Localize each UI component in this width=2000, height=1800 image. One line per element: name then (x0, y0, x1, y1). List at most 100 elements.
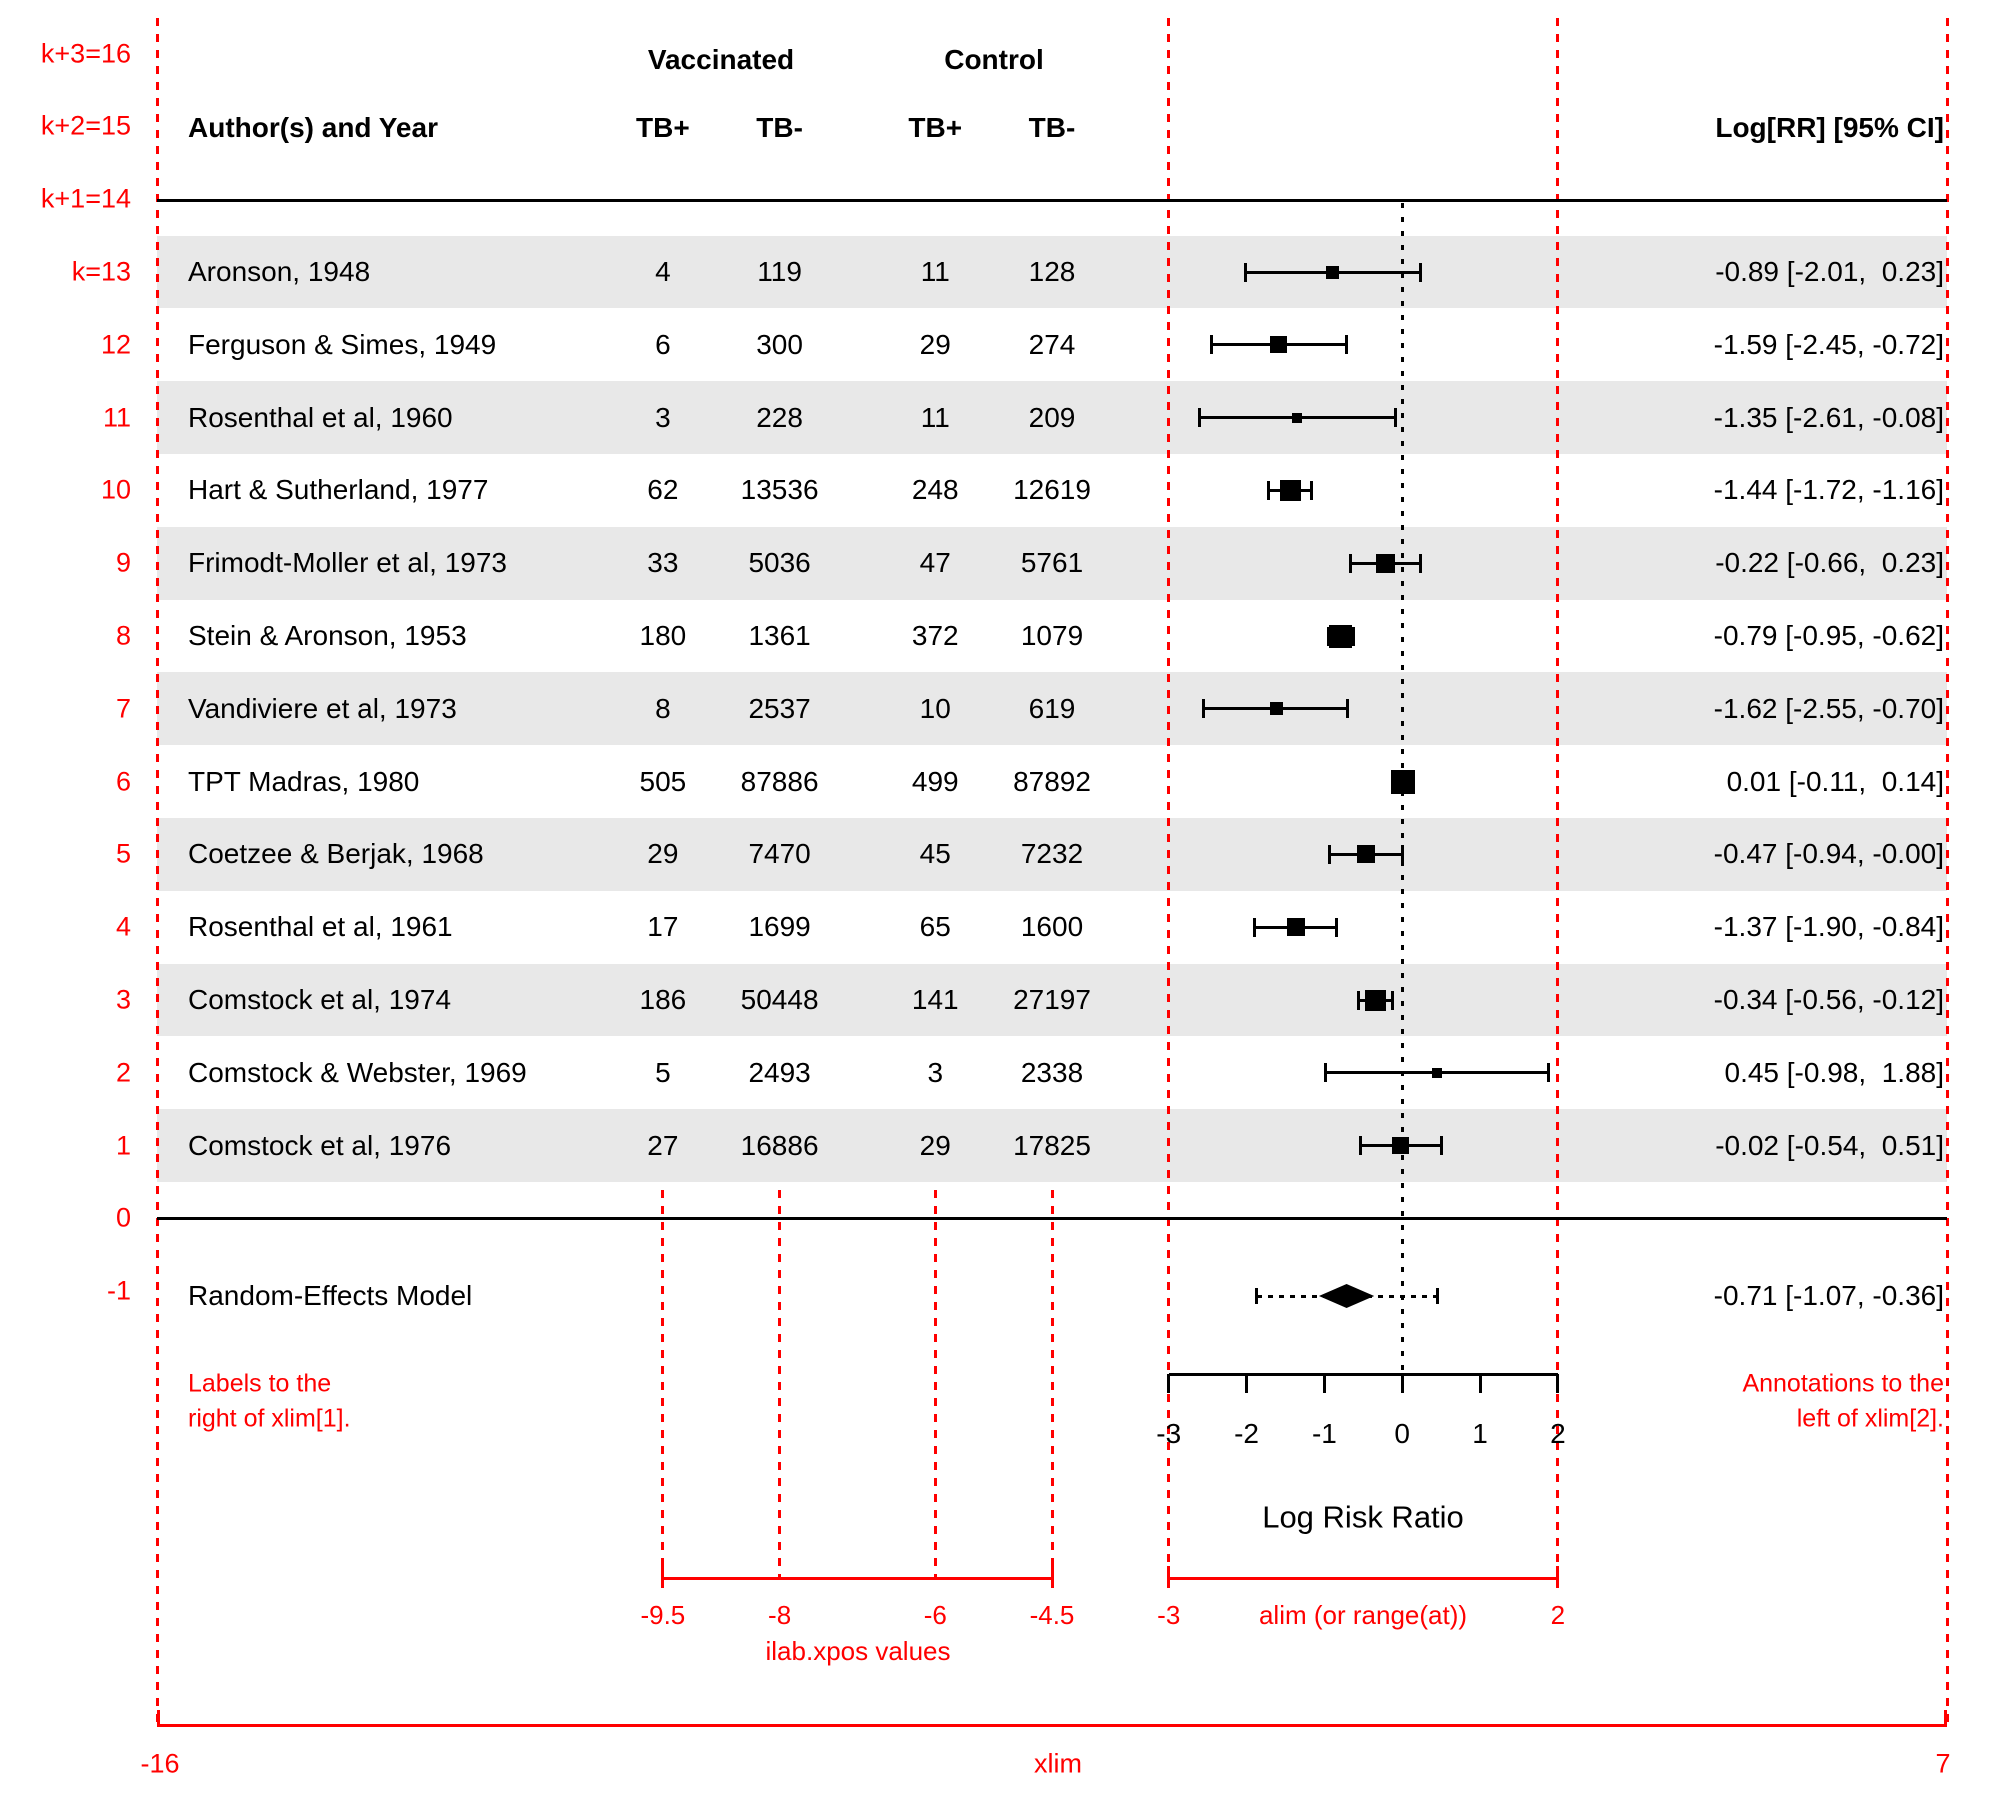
left-axis-label: 5 (115, 838, 131, 869)
x-axis-tick (1245, 1374, 1249, 1393)
count-column-header: TB+ (908, 112, 963, 143)
ci-cap-right (1394, 408, 1398, 428)
x-axis-tick (1322, 1374, 1326, 1393)
study-count: 11 (920, 401, 950, 433)
ilab-tick-label: -8 (768, 1600, 792, 1630)
note-right-line1: Annotations to the (1742, 1369, 1944, 1398)
note-left-line2: right of xlim[1]. (188, 1404, 351, 1433)
study-label: Rosenthal et al, 1961 (188, 911, 453, 943)
x-axis-tick (1478, 1374, 1482, 1393)
effect-square (1392, 1137, 1410, 1155)
x-axis-tick-label: 0 (1394, 1418, 1410, 1449)
guide-ilab-xpos (1050, 1190, 1054, 1578)
study-count: 11 (920, 256, 950, 287)
left-axis-label: 4 (115, 911, 131, 942)
ci-cap-left (1266, 480, 1270, 500)
effect-square (1269, 702, 1283, 716)
ci-cap-left (1327, 844, 1331, 864)
x-axis-tick-label: -3 (1156, 1418, 1182, 1449)
study-count: 13536 (740, 474, 819, 506)
study-annotation: -0.47 [-0.94, -0.00] (1713, 838, 1944, 870)
study-count: 180 (639, 620, 687, 651)
study-count: 10 (919, 692, 951, 724)
ci-cap-left (1357, 990, 1361, 1010)
study-annotation: -1.44 [-1.72, -1.16] (1713, 474, 1944, 506)
ci-cap-right (1391, 990, 1395, 1010)
study-label: TPT Madras, 1980 (188, 765, 420, 797)
study-count: 87892 (1013, 765, 1091, 797)
study-label: Frimodt-Moller et al, 1973 (188, 547, 508, 579)
study-count: 6 (655, 328, 671, 360)
left-axis-label: 2 (115, 1057, 131, 1088)
alim-tick-label: 2 (1550, 1600, 1566, 1630)
study-count: 87886 (740, 765, 819, 797)
effect-square (1356, 845, 1375, 864)
zebra-band (157, 526, 1947, 600)
left-axis-label: 3 (115, 984, 131, 1015)
x-axis-tick (1167, 1374, 1171, 1393)
ci-cap-left (1358, 1136, 1362, 1156)
ci-cap-right (1418, 262, 1422, 282)
left-axis-label: 10 (100, 474, 131, 505)
summary-annotation: -0.71 [-1.07, -0.36] (1713, 1280, 1944, 1311)
study-count: 2537 (748, 692, 811, 724)
effect-square (1390, 769, 1415, 794)
effect-square (1292, 412, 1303, 423)
study-count: 8 (655, 692, 671, 724)
study-count: 17825 (1013, 1129, 1091, 1161)
study-count: 33 (647, 547, 679, 579)
x-axis-tick-label: 1 (1472, 1418, 1488, 1449)
ci-cap-right (1335, 917, 1339, 937)
ci-cap-right (1344, 335, 1348, 355)
study-annotation: -0.02 [-0.54, 0.51] (1715, 1129, 1944, 1161)
guide-alim-right (1556, 18, 1560, 1578)
study-count: 300 (756, 328, 803, 360)
study-count: 1079 (1020, 620, 1084, 651)
summary-label: Random-Effects Model (188, 1280, 473, 1311)
ilab-tick-label: -6 (923, 1600, 947, 1630)
study-annotation: 0.45 [-0.98, 1.88] (1724, 1056, 1945, 1088)
x-axis-tick-label: -1 (1311, 1418, 1337, 1449)
study-count: 62 (647, 474, 679, 506)
zebra-band (157, 672, 1947, 746)
ilab-bracket-tick-right (1050, 1566, 1054, 1588)
study-count: 2493 (748, 1056, 811, 1088)
x-axis-tick-label: 2 (1550, 1418, 1566, 1449)
study-count: 29 (919, 328, 951, 360)
study-label: Vandiviere et al, 1973 (188, 692, 457, 724)
study-count: 17 (647, 911, 679, 943)
ci-cap-left (1197, 408, 1201, 428)
alim-bracket-tick-left (1167, 1566, 1171, 1588)
study-annotation: -0.34 [-0.56, -0.12] (1713, 984, 1944, 1015)
left-axis-label: 9 (115, 547, 131, 578)
ilab-tick-label: -4.5 (1029, 1600, 1075, 1630)
study-annotation: -0.22 [-0.66, 0.23] (1715, 547, 1944, 579)
ci-cap-left (1349, 553, 1353, 573)
study-annotation: 0.01 [-0.11, 0.14] (1726, 765, 1944, 797)
x-axis-tick-label: -2 (1234, 1418, 1260, 1449)
study-count: 248 (911, 474, 959, 506)
left-axis-label: k+2=15 (40, 110, 131, 141)
study-count: 47 (919, 547, 951, 579)
ci-cap-right (1346, 699, 1350, 719)
study-count: 209 (1028, 401, 1076, 433)
ilab-caption: ilab.xpos values (765, 1636, 951, 1666)
study-count: 128 (1028, 256, 1076, 287)
x-axis-tick (1400, 1374, 1404, 1393)
study-count: 1699 (748, 911, 811, 943)
study-count: 7232 (1020, 838, 1084, 870)
header-rule (157, 199, 1947, 202)
effect-square (1375, 553, 1395, 573)
xlim-ruler-tick-left (157, 1710, 160, 1726)
study-count: 119 (757, 256, 802, 287)
zebra-band (157, 963, 1947, 1037)
group-header-control: Control (944, 44, 1044, 75)
effect-square (1269, 336, 1287, 354)
study-count: 45 (919, 838, 951, 870)
group-header-vaccinated: Vaccinated (647, 44, 795, 75)
xlim-ruler-tick-right (1944, 1710, 1947, 1726)
effect-square (1432, 1067, 1443, 1078)
effect-square (1329, 624, 1353, 648)
ci-cap-right (1310, 480, 1314, 500)
ilab-bracket-tick-left (661, 1566, 665, 1588)
